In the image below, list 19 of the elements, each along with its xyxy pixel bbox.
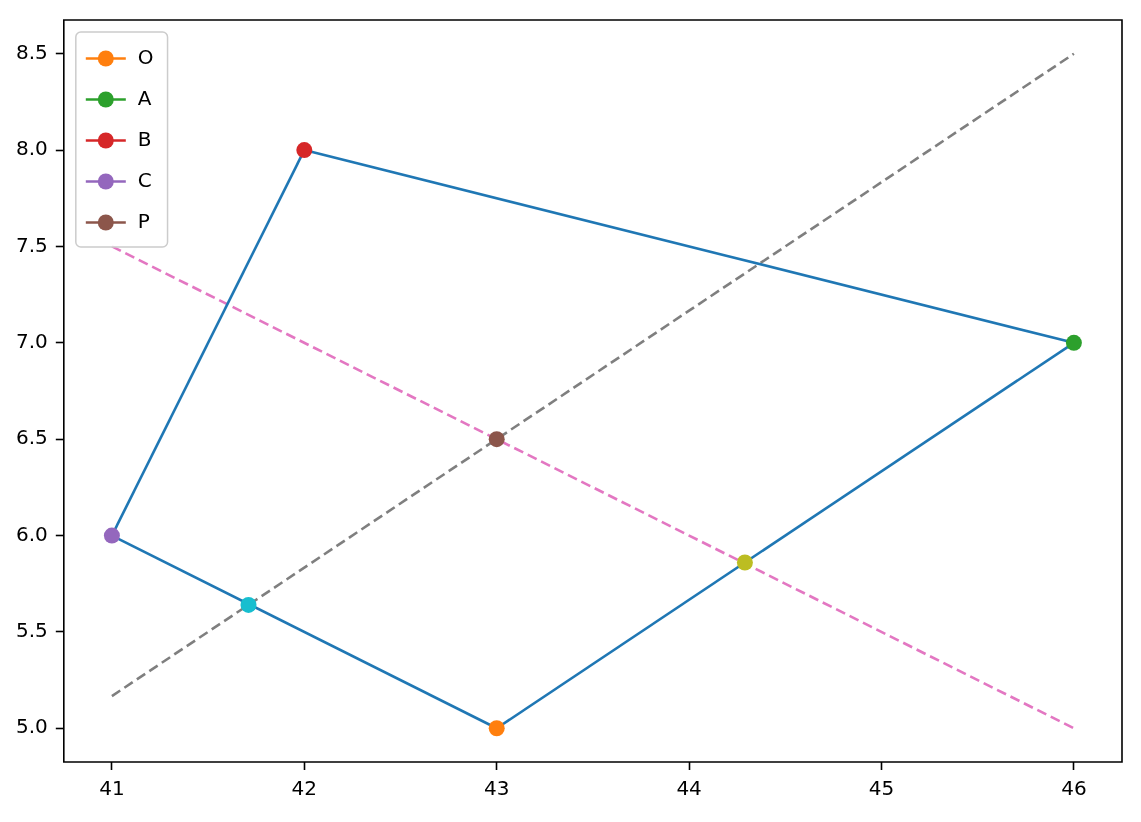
y-tick-label: 6.0 [15,521,48,546]
x-tick-label: 44 [676,776,702,801]
y-tick-label: 5.5 [15,618,48,643]
y-tick-label: 7.0 [15,329,48,354]
legend-label: P [137,208,150,233]
x-tick-label: 42 [291,776,318,801]
x-tick-label: 41 [99,776,125,801]
x-tick-label: 43 [483,776,510,801]
x-tick-label: 46 [1061,776,1087,801]
legend-label: C [137,167,152,192]
y-tick-label: 8.0 [15,136,48,161]
y-tick-label: 5.0 [15,714,48,739]
legend-label: A [137,85,152,110]
y-tick-label: 7.5 [15,232,48,257]
legend-label: B [137,126,152,151]
legend-label: O [137,44,154,69]
x-tick-label: 45 [868,776,895,801]
y-tick-label: 6.5 [15,425,48,450]
y-tick-label: 8.5 [15,39,48,64]
